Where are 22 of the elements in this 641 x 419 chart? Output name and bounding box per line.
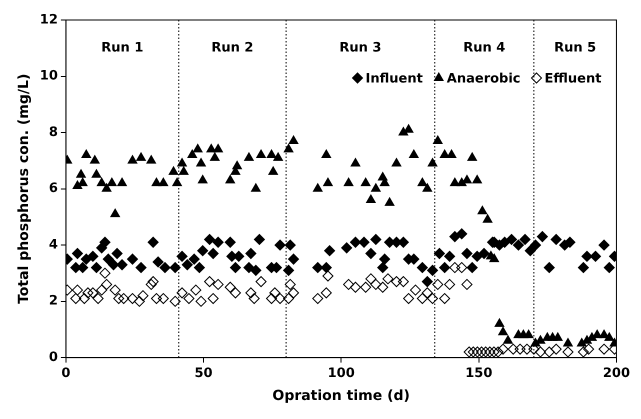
legend-label: Anaerobic — [446, 71, 521, 86]
y-tick-label: 12 — [40, 12, 58, 28]
x-tick-label: 50 — [194, 366, 213, 381]
legend-label: Influent — [366, 71, 423, 86]
x-axis-title: Opration time (d) — [272, 388, 410, 404]
y-tick-label: 8 — [48, 124, 58, 140]
annotation: Run 5 — [554, 40, 596, 56]
annotation: Run 1 — [101, 40, 144, 56]
y-tick-label: 0 — [48, 350, 58, 365]
annotation: Run 4 — [463, 40, 506, 56]
y-tick-label: 6 — [48, 181, 58, 196]
y-tick-label: 4 — [48, 237, 58, 252]
y-axis-title: Total phosphorus con. (mg/L) — [16, 74, 32, 304]
x-tick-label: 150 — [465, 366, 492, 381]
x-tick-label: 100 — [328, 366, 355, 381]
x-tick-label: 0 — [61, 366, 70, 381]
x-tick-label: 200 — [602, 366, 630, 381]
annotation: Run 2 — [211, 40, 254, 56]
annotation: Run 3 — [339, 40, 382, 56]
legend-label: Effluent — [544, 71, 602, 86]
y-tick-label: 2 — [48, 294, 58, 309]
y-tick-label: 10 — [40, 68, 58, 84]
